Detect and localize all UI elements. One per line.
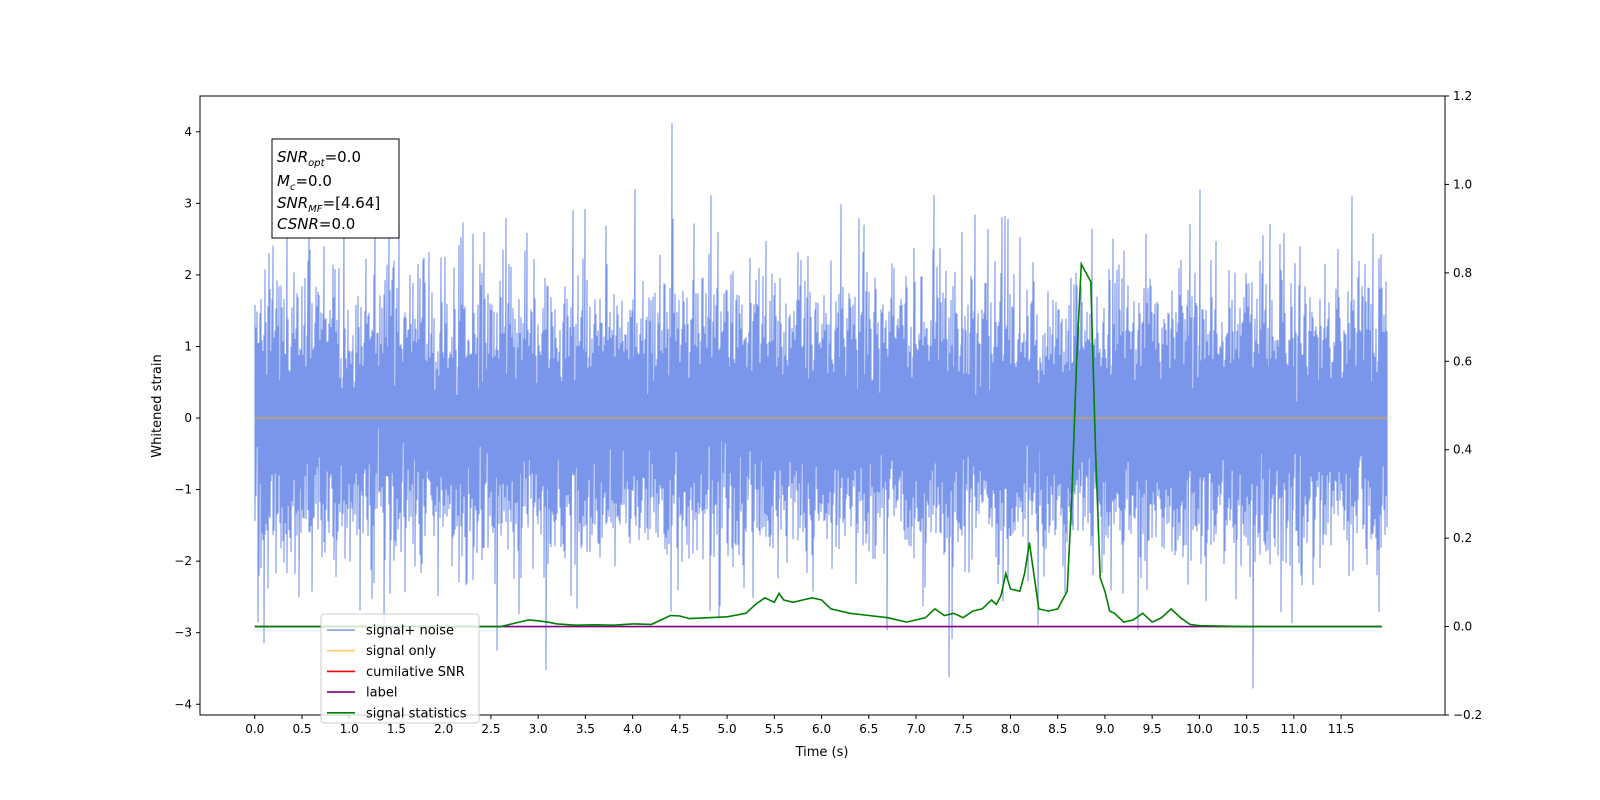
y-left-tick-label: 1: [184, 339, 192, 353]
x-tick-label: 6.5: [859, 722, 878, 736]
series-signal-noise: [254, 123, 1388, 689]
x-tick-label: 5.0: [718, 722, 737, 736]
x-tick-label: 3.0: [529, 722, 548, 736]
y-left-tick-label: −4: [174, 697, 192, 711]
legend-label: label: [366, 686, 397, 701]
legend-label: signal only: [366, 644, 436, 659]
x-tick-label: 9.0: [1095, 722, 1114, 736]
x-tick-label: 6.0: [812, 722, 831, 736]
x-tick-label: 10.0: [1186, 722, 1213, 736]
legend-label: cumilative SNR: [366, 665, 465, 680]
y-right-tick-label: −0.2: [1453, 708, 1482, 722]
x-tick-label: 1.5: [387, 722, 406, 736]
x-tick-label: 11.0: [1281, 722, 1308, 736]
y-right-tick-label: 0.6: [1453, 354, 1472, 368]
x-tick-label: 8.0: [1001, 722, 1020, 736]
x-axis-label: Time (s): [795, 745, 849, 760]
x-axis: 0.0 0.5 1.0 1.5 2.0 2.5 3.0 3.5 4.0 4.5 5.0 5.5 6.0 6…: [245, 715, 1354, 736]
y-right-tick-label: 1.2: [1453, 89, 1472, 103]
x-tick-label: 2.0: [434, 722, 453, 736]
y-axis-label: Whitened strain: [150, 354, 165, 457]
y-right-tick-label: 0.4: [1453, 443, 1472, 457]
y-left-tick-label: −2: [174, 554, 192, 568]
legend-label: signal statistics: [366, 706, 467, 721]
annotation-mc: Mc=0.0: [277, 172, 332, 193]
y-right-tick-label: 0.2: [1453, 531, 1472, 545]
series-layer: [254, 123, 1388, 689]
y-right-tick-label: 0.8: [1453, 266, 1472, 280]
x-tick-label: 1.0: [340, 722, 359, 736]
x-tick-label: 2.5: [481, 722, 500, 736]
x-tick-label: 10.5: [1233, 722, 1260, 736]
series-line-4: [254, 261, 1382, 628]
annotation-csnr: CSNR=0.0: [277, 215, 355, 233]
annotation-snr-opt: SNRopt=0.0: [277, 148, 361, 169]
y-left-tick-label: −3: [174, 626, 192, 640]
x-tick-label: 9.5: [1143, 722, 1162, 736]
y-left-tick-label: −1: [174, 483, 192, 497]
x-tick-label: 5.5: [765, 722, 784, 736]
y-axis-right: 1.2 1.0 0.8 0.6 0.4 0.2 0.0 −0.2: [1445, 89, 1482, 722]
y-left-tick-label: 0: [184, 411, 192, 425]
y-left-tick-label: 2: [184, 268, 192, 282]
legend-label: signal+ noise: [366, 624, 454, 639]
x-tick-label: 11.5: [1328, 722, 1355, 736]
y-axis-left: 4 3 2 1 0 −1 −2 −3 −4: [174, 125, 200, 711]
y-left-tick-label: 3: [184, 196, 192, 210]
y-left-tick-label: 4: [184, 125, 192, 139]
x-tick-label: 7.5: [954, 722, 973, 736]
x-tick-label: 4.0: [623, 722, 642, 736]
y-right-tick-label: 1.0: [1453, 177, 1472, 191]
legend: signal+ noise signal only cumilative SNR la…: [320, 613, 480, 724]
x-tick-label: 7.0: [906, 722, 925, 736]
x-tick-label: 4.5: [670, 722, 689, 736]
y-right-tick-label: 0.0: [1453, 620, 1472, 634]
annotation-box: SNRopt=0.0 Mc=0.0 SNRMF=[4.64] CSNR=0.0: [271, 138, 400, 239]
x-tick-label: 3.5: [576, 722, 595, 736]
plot-frame: [199, 95, 1446, 716]
x-tick-label: 8.5: [1048, 722, 1067, 736]
annotation-snr-mf: SNRMF=[4.64]: [277, 194, 380, 215]
x-tick-label: 0.5: [292, 722, 311, 736]
x-tick-label: 0.0: [245, 722, 264, 736]
